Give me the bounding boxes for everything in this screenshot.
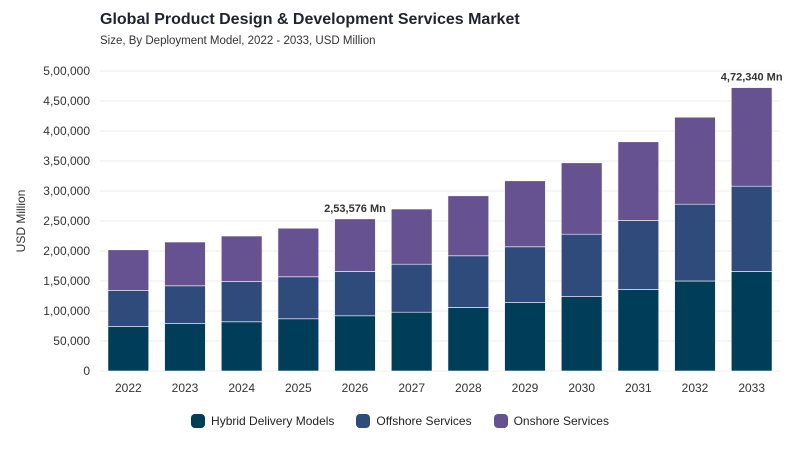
legend-swatch (493, 414, 508, 428)
y-tick-label: 5,00,000 (43, 64, 90, 78)
bar-segment (730, 271, 773, 372)
grid-layer (100, 70, 780, 372)
bar-segment (334, 271, 376, 317)
x-tick-label: 2026 (342, 381, 369, 395)
legend: Hybrid Delivery Models Offshore Services O… (0, 414, 800, 428)
legend-item: Onshore Services (493, 414, 609, 428)
legend-label: Onshore Services (513, 414, 609, 428)
bar-segment (334, 218, 376, 272)
chart-title: Global Product Design & Development Serv… (100, 11, 520, 28)
y-tick-label: 3,00,000 (43, 184, 90, 198)
x-tick-label: 2033 (738, 381, 765, 395)
bar-segment (617, 289, 660, 372)
bar-segment (447, 307, 490, 372)
bar-segment (617, 141, 660, 221)
bar-segment (617, 220, 660, 290)
x-tick-label: 2025 (285, 381, 312, 395)
y-tick-label: 4,00,000 (43, 124, 90, 138)
bar-segment (277, 276, 320, 320)
y-tick-label: 2,50,000 (43, 214, 90, 228)
x-tick-label: 2032 (682, 381, 709, 395)
bar-segment (504, 302, 546, 372)
y-tick-label: 1,50,000 (43, 274, 90, 288)
bar-segment (730, 185, 773, 272)
x-tick-label: 2022 (115, 381, 142, 395)
bar-segment (560, 296, 603, 372)
bar-segment (220, 235, 263, 282)
bar-segment (220, 281, 263, 323)
bar-segment (560, 162, 603, 235)
bar-segment (107, 249, 150, 291)
legend-label: Hybrid Delivery Models (211, 414, 335, 428)
bars-layer (107, 87, 773, 372)
bar-segment (107, 326, 150, 372)
bar-segment (730, 87, 773, 187)
bar-segment (504, 180, 546, 248)
legend-item: Hybrid Delivery Models (191, 414, 334, 428)
y-tick-label: 1,00,000 (43, 304, 90, 318)
bar-segment (447, 255, 490, 308)
x-tick-label: 2027 (398, 381, 425, 395)
bar-segment (674, 280, 716, 372)
x-tick-label: 2029 (512, 381, 539, 395)
legend-swatch (356, 414, 371, 428)
y-tick-label: 0 (83, 364, 90, 378)
x-tick-label: 2030 (568, 381, 595, 395)
x-tick-label: 2028 (455, 381, 482, 395)
bar-segment (390, 311, 433, 372)
bar-segment (674, 116, 716, 205)
bar-segment (164, 285, 206, 324)
y-axis-title: USD Million (14, 190, 28, 253)
bar-segment (334, 315, 376, 372)
x-tick-label: 2023 (172, 381, 199, 395)
bar-segment (560, 233, 603, 297)
bar-segment (504, 246, 546, 303)
legend-swatch (191, 414, 206, 428)
legend-label: Offshore Services (376, 414, 472, 428)
bar-segment (390, 208, 433, 265)
bar-segment (277, 227, 320, 278)
bar-segment (164, 323, 206, 372)
legend-item: Offshore Services (356, 414, 472, 428)
y-tick-label: 50,000 (53, 334, 90, 348)
y-tick-label: 2,00,000 (43, 244, 90, 258)
data-label: 2,53,576 Mn (324, 203, 386, 215)
bar-segment (674, 203, 716, 282)
bar-segment (220, 321, 263, 372)
y-tick-label: 4,50,000 (43, 94, 90, 108)
labels-layer: 0 50,000 1,00,000 1,50,000 2,00,000 2,50,000 3… (14, 64, 783, 395)
x-tick-label: 2024 (228, 381, 255, 395)
x-tick-label: 2031 (625, 381, 652, 395)
bar-segment (164, 241, 206, 287)
y-tick-label: 3,50,000 (43, 154, 90, 168)
bar-segment (390, 263, 433, 313)
bar-segment (107, 290, 150, 327)
data-label: 4,72,340 Mn (721, 72, 783, 84)
chart-subtitle: Size, By Deployment Model, 2022 - 2033, … (100, 35, 376, 47)
bar-segment (277, 318, 320, 372)
bar-segment (447, 195, 490, 257)
